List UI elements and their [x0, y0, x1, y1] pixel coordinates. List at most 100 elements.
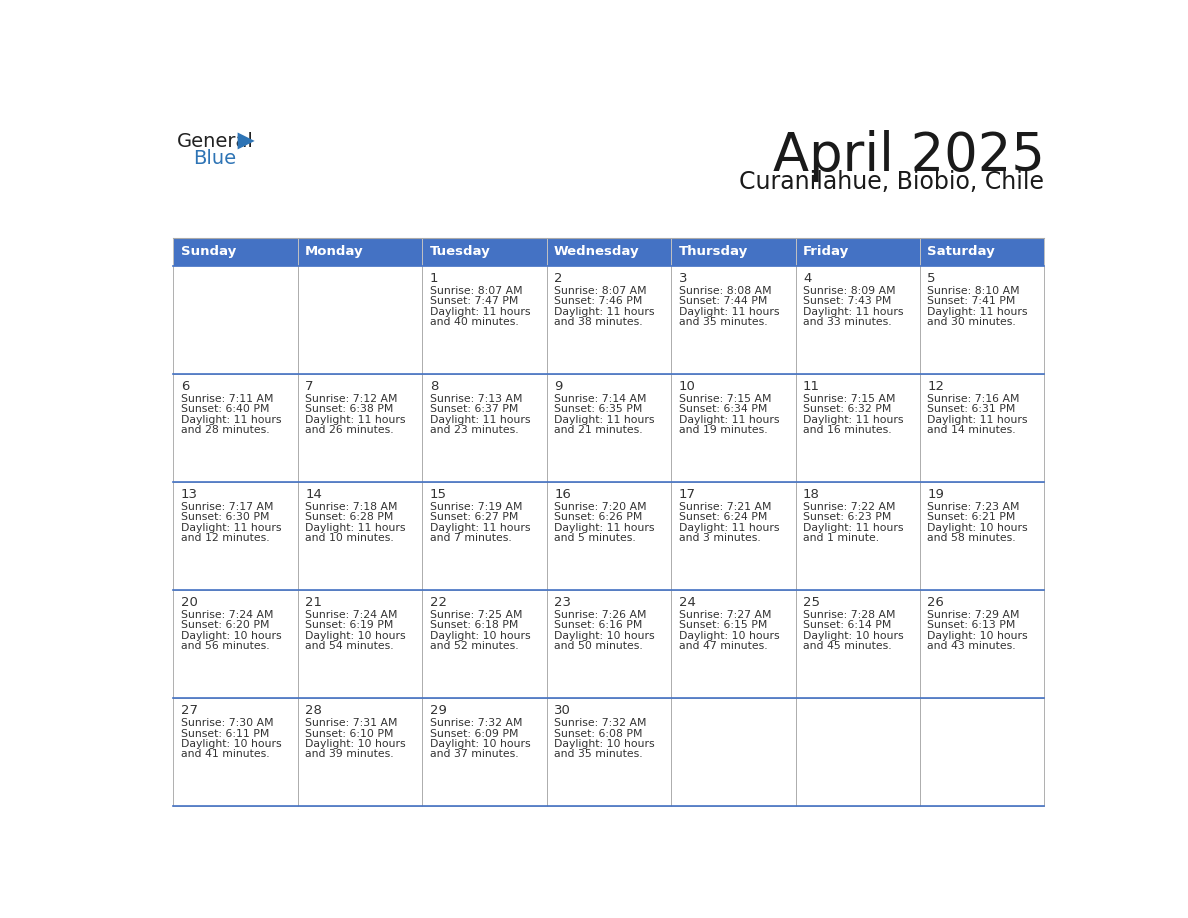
Text: Daylight: 10 hours: Daylight: 10 hours	[181, 739, 282, 749]
Text: and 21 minutes.: and 21 minutes.	[554, 425, 643, 435]
Text: Sunrise: 7:11 AM: Sunrise: 7:11 AM	[181, 394, 273, 404]
Text: Sunrise: 7:16 AM: Sunrise: 7:16 AM	[928, 394, 1020, 404]
Bar	[173, 265, 298, 374]
Bar	[546, 698, 671, 806]
Text: Daylight: 11 hours: Daylight: 11 hours	[305, 522, 406, 532]
Text: Thursday: Thursday	[678, 245, 747, 258]
Text: Sunrise: 7:14 AM: Sunrise: 7:14 AM	[554, 394, 646, 404]
Bar	[920, 265, 1044, 374]
Text: Sunrise: 7:28 AM: Sunrise: 7:28 AM	[803, 610, 896, 620]
Bar	[546, 374, 671, 482]
Text: Daylight: 11 hours: Daylight: 11 hours	[928, 415, 1028, 425]
Text: Sunrise: 7:12 AM: Sunrise: 7:12 AM	[305, 394, 398, 404]
Text: Daylight: 10 hours: Daylight: 10 hours	[305, 631, 406, 641]
Polygon shape	[238, 132, 254, 150]
Text: Sunrise: 7:32 AM: Sunrise: 7:32 AM	[554, 718, 646, 728]
Text: Sunrise: 7:20 AM: Sunrise: 7:20 AM	[554, 502, 646, 512]
Text: 26: 26	[928, 596, 944, 610]
Text: Daylight: 11 hours: Daylight: 11 hours	[928, 307, 1028, 317]
Text: 21: 21	[305, 596, 322, 610]
Text: Daylight: 11 hours: Daylight: 11 hours	[430, 307, 530, 317]
Text: Sunset: 6:27 PM: Sunset: 6:27 PM	[430, 512, 518, 522]
Bar	[422, 374, 546, 482]
Text: 29: 29	[430, 704, 447, 717]
Text: and 58 minutes.: and 58 minutes.	[928, 533, 1016, 543]
Text: Daylight: 11 hours: Daylight: 11 hours	[554, 415, 655, 425]
Text: Sunrise: 7:22 AM: Sunrise: 7:22 AM	[803, 502, 896, 512]
Text: 11: 11	[803, 380, 820, 393]
Text: 30: 30	[554, 704, 571, 717]
Bar	[546, 482, 671, 590]
Text: and 47 minutes.: and 47 minutes.	[678, 642, 767, 651]
Bar	[546, 590, 671, 698]
Bar	[920, 590, 1044, 698]
Text: Blue: Blue	[192, 149, 235, 168]
Text: and 1 minute.: and 1 minute.	[803, 533, 879, 543]
Text: Daylight: 11 hours: Daylight: 11 hours	[181, 522, 282, 532]
Bar	[298, 238, 422, 265]
Text: Sunset: 6:38 PM: Sunset: 6:38 PM	[305, 404, 393, 414]
Text: Sunset: 6:40 PM: Sunset: 6:40 PM	[181, 404, 270, 414]
Text: Daylight: 10 hours: Daylight: 10 hours	[928, 522, 1028, 532]
Text: and 28 minutes.: and 28 minutes.	[181, 425, 270, 435]
Text: Sunrise: 7:32 AM: Sunrise: 7:32 AM	[430, 718, 523, 728]
Bar	[298, 482, 422, 590]
Text: and 14 minutes.: and 14 minutes.	[928, 425, 1016, 435]
Text: 6: 6	[181, 380, 189, 393]
Text: Sunset: 6:23 PM: Sunset: 6:23 PM	[803, 512, 891, 522]
Text: Sunset: 6:11 PM: Sunset: 6:11 PM	[181, 729, 270, 739]
Text: Sunrise: 7:31 AM: Sunrise: 7:31 AM	[305, 718, 398, 728]
Text: Sunrise: 7:15 AM: Sunrise: 7:15 AM	[678, 394, 771, 404]
Text: 18: 18	[803, 488, 820, 501]
Text: and 35 minutes.: and 35 minutes.	[554, 749, 643, 759]
Text: and 41 minutes.: and 41 minutes.	[181, 749, 270, 759]
Text: Sunset: 6:13 PM: Sunset: 6:13 PM	[928, 621, 1016, 631]
Text: Daylight: 10 hours: Daylight: 10 hours	[803, 631, 904, 641]
Text: Daylight: 10 hours: Daylight: 10 hours	[554, 631, 655, 641]
Text: Curanilahue, Biobio, Chile: Curanilahue, Biobio, Chile	[739, 170, 1044, 195]
Text: and 37 minutes.: and 37 minutes.	[430, 749, 518, 759]
Bar	[796, 238, 920, 265]
Text: Sunset: 6:30 PM: Sunset: 6:30 PM	[181, 512, 270, 522]
Text: Sunset: 6:31 PM: Sunset: 6:31 PM	[928, 404, 1016, 414]
Bar	[796, 590, 920, 698]
Text: Sunrise: 7:30 AM: Sunrise: 7:30 AM	[181, 718, 273, 728]
Bar	[671, 590, 796, 698]
Text: 25: 25	[803, 596, 820, 610]
Text: Sunset: 7:44 PM: Sunset: 7:44 PM	[678, 297, 767, 306]
Text: Sunrise: 7:24 AM: Sunrise: 7:24 AM	[181, 610, 273, 620]
Text: and 56 minutes.: and 56 minutes.	[181, 642, 270, 651]
Text: Daylight: 10 hours: Daylight: 10 hours	[678, 631, 779, 641]
Text: Sunset: 7:43 PM: Sunset: 7:43 PM	[803, 297, 891, 306]
Text: Daylight: 10 hours: Daylight: 10 hours	[181, 631, 282, 641]
Text: Daylight: 11 hours: Daylight: 11 hours	[181, 415, 282, 425]
Text: and 3 minutes.: and 3 minutes.	[678, 533, 760, 543]
Bar	[422, 265, 546, 374]
Text: 13: 13	[181, 488, 197, 501]
Bar	[546, 265, 671, 374]
Text: Sunset: 7:47 PM: Sunset: 7:47 PM	[430, 297, 518, 306]
Text: Sunrise: 7:24 AM: Sunrise: 7:24 AM	[305, 610, 398, 620]
Bar	[796, 265, 920, 374]
Text: Sunrise: 7:19 AM: Sunrise: 7:19 AM	[430, 502, 523, 512]
Bar	[920, 374, 1044, 482]
Text: and 12 minutes.: and 12 minutes.	[181, 533, 270, 543]
Text: Daylight: 11 hours: Daylight: 11 hours	[678, 307, 779, 317]
Bar	[173, 698, 298, 806]
Bar	[920, 482, 1044, 590]
Text: 1: 1	[430, 272, 438, 285]
Text: 3: 3	[678, 272, 687, 285]
Text: Sunset: 6:15 PM: Sunset: 6:15 PM	[678, 621, 767, 631]
Text: 5: 5	[928, 272, 936, 285]
Text: 9: 9	[554, 380, 562, 393]
Bar	[298, 265, 422, 374]
Text: 22: 22	[430, 596, 447, 610]
Bar	[796, 482, 920, 590]
Text: Sunrise: 7:26 AM: Sunrise: 7:26 AM	[554, 610, 646, 620]
Text: and 35 minutes.: and 35 minutes.	[678, 317, 767, 327]
Bar	[422, 482, 546, 590]
Text: Daylight: 10 hours: Daylight: 10 hours	[928, 631, 1028, 641]
Text: and 38 minutes.: and 38 minutes.	[554, 317, 643, 327]
Bar	[671, 374, 796, 482]
Text: and 43 minutes.: and 43 minutes.	[928, 642, 1016, 651]
